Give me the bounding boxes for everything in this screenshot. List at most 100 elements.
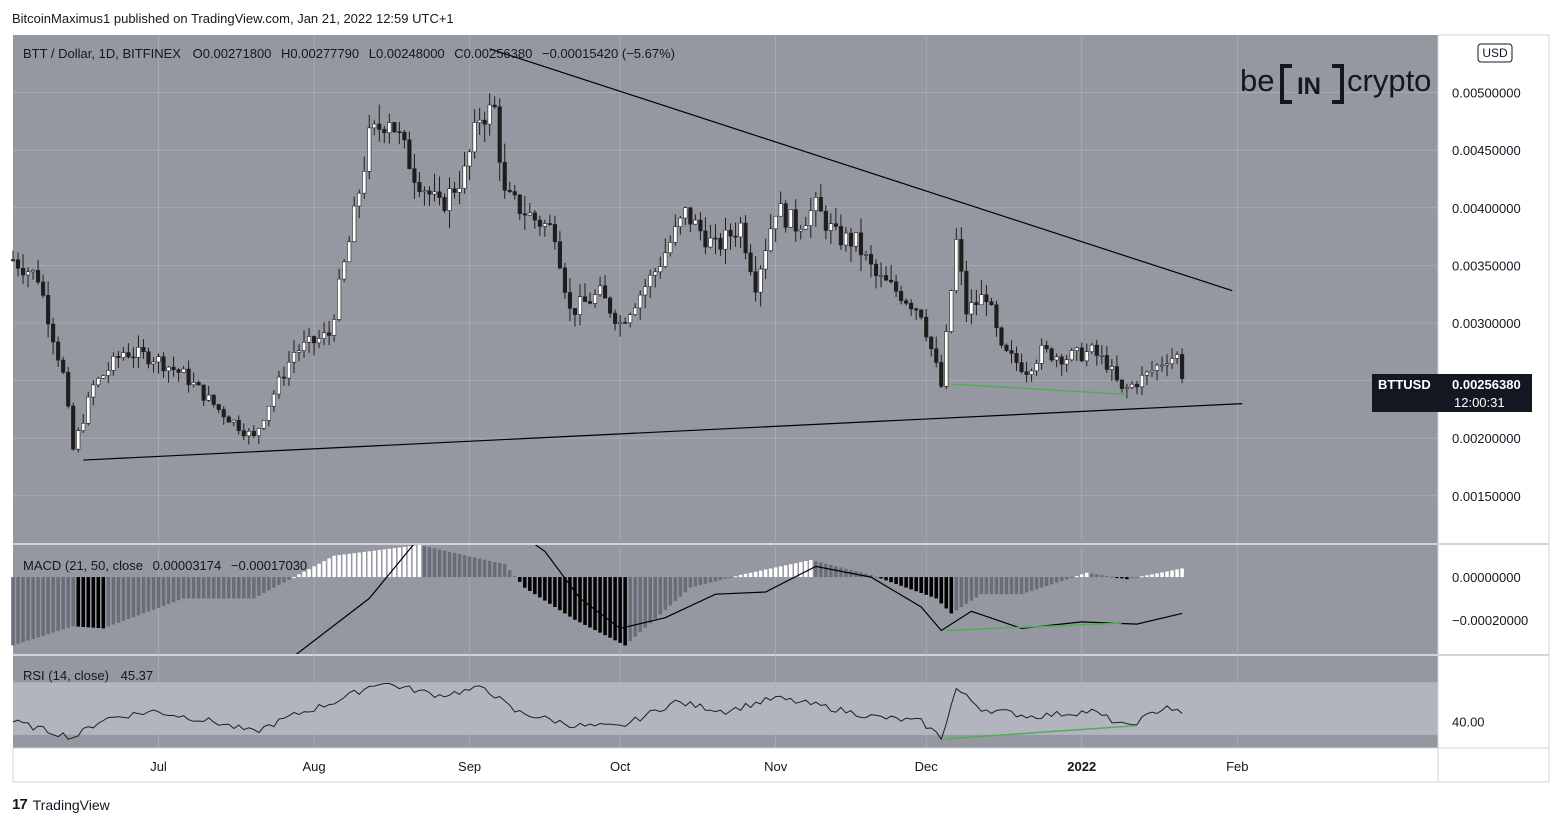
- macd-bar: [929, 577, 933, 597]
- candle-up: [291, 352, 297, 363]
- candle-down: [51, 323, 56, 343]
- macd-bar: [939, 577, 944, 604]
- macd-bar: [247, 577, 251, 599]
- candle-down: [899, 291, 904, 302]
- candle-up: [81, 422, 86, 431]
- candle-up: [1154, 364, 1160, 371]
- macd-bar: [357, 552, 361, 578]
- macd-bar: [523, 577, 527, 588]
- candle-up: [1170, 358, 1175, 365]
- macd-bar: [663, 577, 668, 610]
- macd-bar: [959, 577, 964, 607]
- currency-badge[interactable]: [1477, 43, 1513, 63]
- logo-in: IN: [1297, 73, 1321, 100]
- macd-bar: [899, 577, 903, 586]
- candle-down: [171, 366, 176, 371]
- macd-bar: [613, 577, 617, 641]
- macd-bar: [422, 546, 427, 578]
- ascending-support-line[interactable]: [83, 403, 1243, 461]
- macd-divergence-line[interactable]: [946, 622, 1122, 632]
- candle-up: [347, 241, 352, 263]
- descending-resistance-line[interactable]: [489, 48, 1233, 292]
- candle-down: [783, 203, 788, 228]
- macd-title: MACD (21, 50, close: [23, 558, 143, 573]
- macd-bar: [583, 577, 587, 625]
- macd-bar: [417, 545, 422, 578]
- candle-up: [317, 338, 322, 344]
- candle-down: [66, 371, 71, 407]
- candle-down: [613, 312, 618, 324]
- candle-down: [226, 416, 231, 423]
- macd-bar: [292, 577, 296, 579]
- candle-down: [251, 430, 256, 436]
- candle-down: [427, 190, 432, 195]
- candle-down: [924, 316, 929, 338]
- macd-bar: [743, 573, 748, 578]
- macd-bar: [467, 556, 472, 578]
- candle-down: [141, 347, 146, 353]
- macd-bar: [1079, 574, 1084, 578]
- macd-bar: [1160, 572, 1164, 578]
- macd-bar: [1004, 577, 1009, 595]
- macd-bar: [623, 577, 627, 646]
- macd-bar: [673, 577, 678, 602]
- candle-up: [1064, 359, 1069, 365]
- macd-bar: [287, 577, 291, 580]
- bar-countdown: 12:00:31: [1454, 395, 1505, 410]
- time-tick-label: Oct: [610, 759, 631, 774]
- candle-up: [332, 319, 337, 336]
- candle-up: [1074, 347, 1079, 351]
- macd-bar: [427, 547, 432, 578]
- macd-bar: [648, 577, 652, 624]
- rsi-line: [12, 683, 1183, 741]
- candle-down: [688, 207, 693, 225]
- candle-down: [818, 197, 823, 212]
- candle-up: [788, 209, 793, 228]
- macd-bar: [989, 577, 994, 595]
- price-panel[interactable]: [13, 35, 1438, 543]
- macd-bar: [1064, 577, 1069, 580]
- macd-bar: [718, 577, 723, 581]
- candle-down: [327, 332, 332, 336]
- candle-down: [61, 359, 66, 373]
- candle-up: [266, 405, 271, 421]
- macd-bar: [482, 559, 487, 578]
- macd-bar: [412, 545, 417, 578]
- macd-bar: [1150, 574, 1154, 578]
- rsi-divergence-line[interactable]: [946, 724, 1137, 740]
- macd-bar: [176, 577, 181, 601]
- candle-up: [592, 294, 598, 304]
- candle-down: [397, 131, 402, 134]
- macd-bar: [638, 577, 642, 633]
- candle-down: [964, 270, 969, 315]
- macd-bar: [1155, 573, 1159, 578]
- macd-bar: [337, 555, 341, 578]
- candle-down: [999, 327, 1004, 346]
- macd-bar: [146, 577, 151, 612]
- price-bullish-divergence-line[interactable]: [951, 383, 1127, 396]
- candle-up: [357, 192, 362, 207]
- macd-bar: [327, 558, 331, 578]
- candle-down: [858, 232, 864, 256]
- candle-up: [256, 428, 261, 436]
- macd-bar: [768, 568, 773, 578]
- macd-panel[interactable]: [13, 545, 1438, 654]
- candle-up: [1124, 387, 1129, 389]
- macd-bar: [914, 577, 918, 592]
- macd-bar: [693, 577, 698, 587]
- candle-up: [1159, 364, 1165, 367]
- candle-up: [246, 430, 251, 437]
- macd-bar: [839, 567, 843, 578]
- rsi-value: 45.37: [121, 668, 154, 683]
- candle-up: [477, 119, 482, 123]
- time-axis[interactable]: [12, 747, 1439, 783]
- candle-down: [838, 226, 843, 246]
- candle-up: [1029, 370, 1034, 375]
- candle-up: [1139, 374, 1145, 388]
- macd-bar: [1170, 570, 1174, 578]
- macd-bar: [237, 577, 241, 599]
- candle-up: [808, 210, 813, 226]
- candle-down: [567, 292, 573, 309]
- macd-bar: [477, 558, 482, 578]
